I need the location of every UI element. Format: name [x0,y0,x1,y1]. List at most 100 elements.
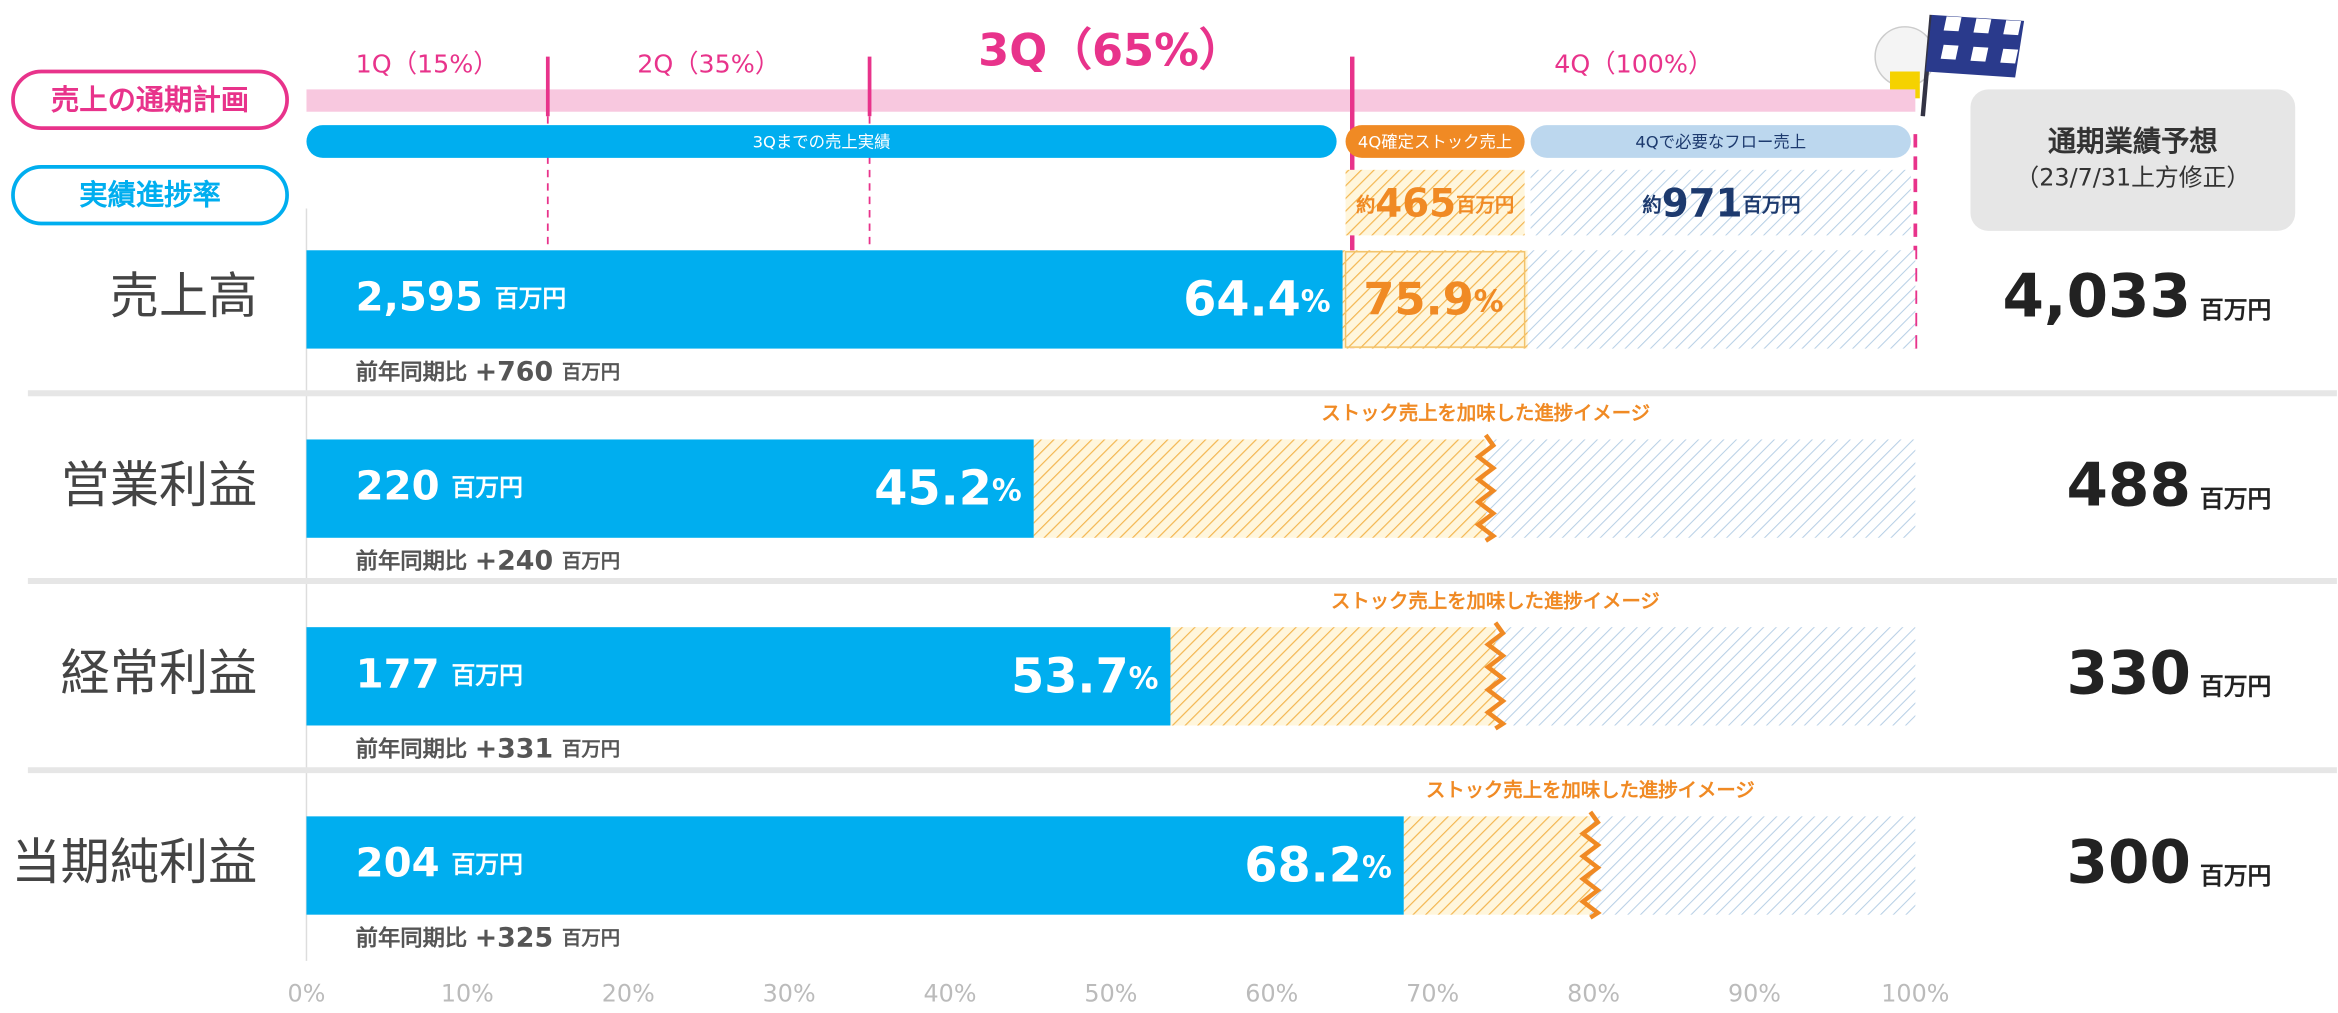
actual-unit: 百万円 [451,850,522,878]
actual-value: 177 [356,651,440,697]
progress-label: 実績進捗率 [79,179,221,212]
actual-value: 2,595 [356,274,483,320]
actual-amount: 220 百万円 [356,464,523,510]
forecast-value: 4,033 [2002,262,2190,331]
quarter-label: 1Q（15%） [356,49,499,79]
note: ストック売上を加味した進捗イメージ [1331,589,1660,612]
category-label: 当期純利益 [12,833,258,891]
actual-amount: 204 百万円 [356,841,523,887]
actual-unit: 百万円 [451,473,522,501]
progress-value: 53.7 [1011,649,1129,704]
x-tick-label: 0% [288,980,326,1008]
stock-progress-bar [1033,439,1486,538]
forecast-unit: 百万円 [2200,485,2271,513]
yoy-value: +325 [475,922,553,953]
x-tick-label: 100% [1881,980,1949,1008]
x-tick-label: 90% [1728,980,1781,1008]
yoy-prefix: 前年同期比 [356,358,468,385]
stock-zigzag [1474,433,1498,543]
yoy-prefix: 前年同期比 [356,924,468,951]
stock-zigzag [1484,621,1507,731]
actual-value: 220 [356,464,440,510]
progress-unit: % [1129,661,1159,696]
amount-prefix: 約 [1356,193,1375,216]
amount-prefix: 約 [1642,193,1661,216]
forecast-unit: 百万円 [2200,673,2271,701]
progress-value: 68.2 [1244,838,1362,893]
quarter-label: 3Q（65%） [978,25,1243,77]
yoy-unit: 百万円 [562,926,620,949]
stock-amount-box [1345,169,1525,236]
actual-bar [306,250,1343,349]
category-label: 経常利益 [61,644,258,702]
forecast-header: 通期業績予想 [2048,125,2218,158]
x-tick-label: 40% [924,980,977,1008]
yoy-prefix: 前年同期比 [356,735,468,762]
x-tick-label: 20% [602,980,655,1008]
forecast-value: 300 [2067,828,2191,897]
goal-flag [1874,14,2025,117]
progress-value: 64.4 [1183,272,1301,327]
forecast-value: 330 [2067,639,2191,708]
legend-label: 3Qまでの売上実績 [753,133,891,152]
legend-label: 4Qで必要なフロー売上 [1635,133,1806,152]
actual-bar [306,439,1034,538]
actual-bar [306,627,1171,726]
legend-pill [306,125,1337,158]
forecast-box [1970,89,2296,231]
forecast: 488 [2067,451,2191,520]
progress-unit: % [1362,850,1392,885]
forecast: 300 [2067,828,2191,897]
amount-unit: 百万円 [1743,193,1801,216]
yoy-unit: 百万円 [562,549,620,572]
plan-band [306,89,1916,112]
amount-unit: 百万円 [1456,193,1514,216]
stock-progress-bar [1170,627,1496,726]
flow-remaining [1485,439,1916,538]
stock-pct: 75.9% [1363,273,1503,325]
actual-unit: 百万円 [451,661,522,689]
actual-amount: 177 百万円 [356,651,523,697]
x-tick-label: 30% [763,980,816,1008]
progress-unit: % [1301,284,1331,319]
yoy-value: +331 [475,733,553,764]
forecast-unit: 百万円 [2200,296,2271,324]
x-tick-label: 50% [1084,980,1137,1008]
stock-value: 75.9 [1363,273,1473,325]
stock-outline [1344,251,1526,348]
legend-label: 4Q確定ストック売上 [1358,133,1512,152]
plan-label: 売上の通期計画 [51,83,249,116]
progress-pct: 45.2% [874,462,1021,517]
legend-pill [1530,125,1911,158]
progress-unit: % [992,473,1022,508]
quarter-label: 4Q（100%） [1554,49,1713,79]
yoy-prefix: 前年同期比 [356,547,468,574]
note: ストック売上を加味した進捗イメージ [1426,779,1755,802]
progress-pct: 53.7% [1011,649,1158,704]
actual-unit: 百万円 [495,284,566,312]
flow-amount-box [1530,169,1911,236]
quarter-label: 2Q（35%） [637,49,780,79]
note: ストック売上を加味した進捗イメージ [1321,402,1650,425]
progress-pill [11,164,289,226]
x-tick-label: 70% [1406,980,1459,1008]
forecast-note: （23/7/31上方修正） [2015,163,2250,191]
flow-remaining [1527,250,1916,349]
category-label: 営業利益 [61,456,258,514]
yoy-value: +760 [475,356,553,387]
amount-value: 465 [1375,181,1456,226]
yoy: 前年同期比 +240 百万円 [356,545,621,576]
plan-pill [11,69,289,130]
progress-pct: 64.4% [1183,272,1330,327]
actual-value: 204 [356,841,440,887]
x-tick-label: 80% [1567,980,1620,1008]
yoy-unit: 百万円 [562,737,620,760]
forecast: 4,033 [2002,262,2190,331]
stock-amount: 約465百万円 [1356,181,1514,226]
stock-zigzag [1579,810,1602,920]
x-tick-label: 10% [441,980,494,1008]
amount-value: 971 [1662,181,1743,226]
forecast-unit: 百万円 [2200,862,2271,890]
progress-value: 45.2 [874,462,992,517]
